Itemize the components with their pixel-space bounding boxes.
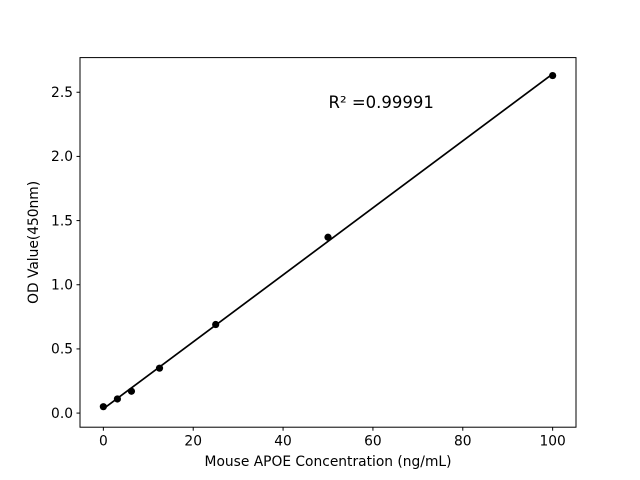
x-tick-label: 40: [274, 434, 292, 450]
y-tick-label: 0.0: [51, 406, 73, 422]
fit-line: [102, 73, 554, 410]
x-tick-label: 0: [99, 434, 108, 450]
data-point: [113, 395, 122, 403]
data-point: [99, 403, 107, 411]
x-tick-label: 80: [454, 434, 472, 450]
data-point: [127, 387, 136, 395]
y-axis-label: OD Value(450nm): [26, 181, 42, 304]
x-tick-label: 100: [539, 434, 565, 450]
y-tick-label: 1.0: [51, 278, 73, 294]
y-tick-label: 2.5: [51, 85, 73, 101]
y-tick-label: 0.5: [51, 342, 73, 358]
data-point: [549, 71, 557, 80]
y-tick-label: 1.5: [51, 213, 73, 229]
data-point: [155, 364, 164, 372]
x-tick-label: 60: [364, 434, 382, 450]
x-axis-label: Mouse APOE Concentration (ng/mL): [205, 454, 452, 470]
axes-frame: [79, 57, 577, 428]
r-squared-annotation: R² =0.99991: [329, 93, 434, 112]
x-tick-label: 20: [184, 434, 202, 450]
data-point: [324, 233, 332, 241]
y-tick-label: 2.0: [51, 149, 73, 165]
plot-area: 0 20 40 60 80 100 0.0 0.5 1.0 1.5 2.0 2.5: [51, 57, 577, 450]
data-point: [212, 320, 220, 329]
